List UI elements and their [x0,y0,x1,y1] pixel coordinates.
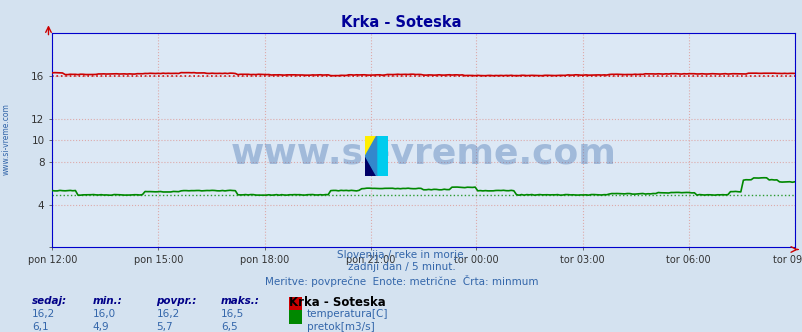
Text: 16,0: 16,0 [92,309,115,319]
Text: 6,1: 6,1 [32,322,49,332]
Text: sedaj:: sedaj: [32,296,67,306]
Text: 16,2: 16,2 [156,309,180,319]
Text: 4,9: 4,9 [92,322,109,332]
Text: 5,7: 5,7 [156,322,173,332]
Text: pretok[m3/s]: pretok[m3/s] [306,322,374,332]
Text: www.si-vreme.com: www.si-vreme.com [2,104,11,175]
Text: min.:: min.: [92,296,122,306]
Text: Krka - Soteska: Krka - Soteska [289,296,385,309]
Polygon shape [376,136,387,176]
Text: Slovenija / reke in morje.: Slovenija / reke in morje. [336,250,466,260]
Text: 6,5: 6,5 [221,322,237,332]
Text: povpr.:: povpr.: [156,296,196,306]
Text: Meritve: povprečne  Enote: metrične  Črta: minmum: Meritve: povprečne Enote: metrične Črta:… [265,275,537,287]
Text: Krka - Soteska: Krka - Soteska [341,15,461,30]
Text: zadnji dan / 5 minut.: zadnji dan / 5 minut. [347,262,455,272]
Text: maks.:: maks.: [221,296,259,306]
Polygon shape [365,136,376,156]
Text: www.si-vreme.com: www.si-vreme.com [230,136,616,170]
Polygon shape [365,136,376,176]
Text: 16,5: 16,5 [221,309,244,319]
Text: temperatura[C]: temperatura[C] [306,309,387,319]
Polygon shape [365,156,376,176]
Text: 16,2: 16,2 [32,309,55,319]
